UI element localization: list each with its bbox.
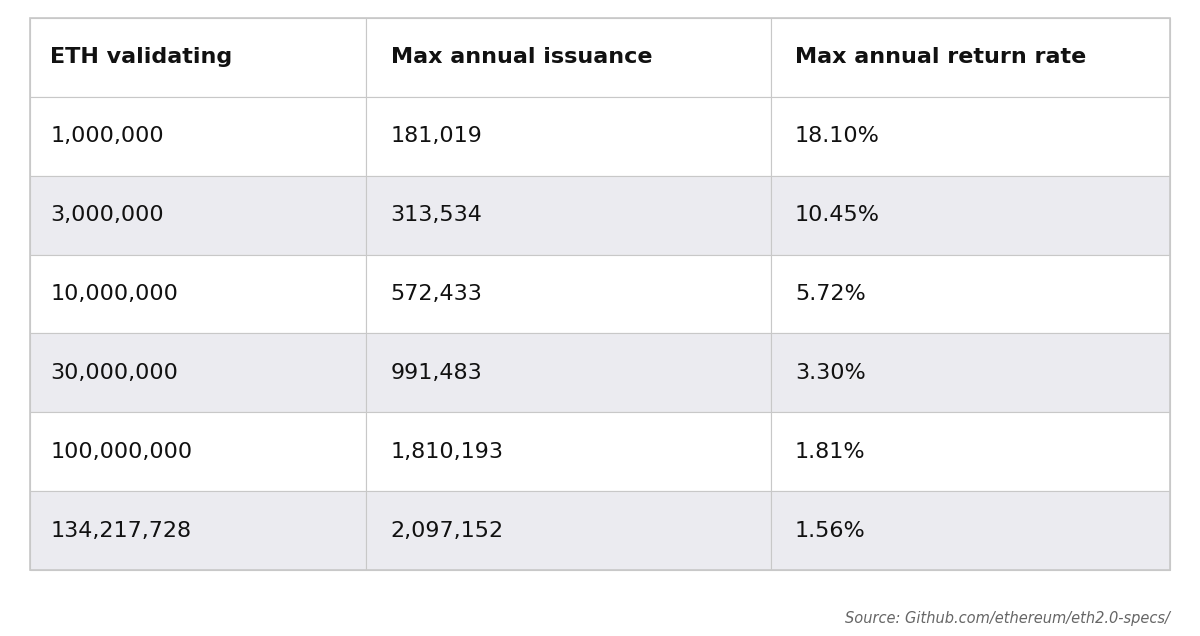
Bar (30, 176, 366, 254)
Bar (366, 333, 772, 412)
Text: 1,000,000: 1,000,000 (50, 127, 164, 146)
Text: ETH validating: ETH validating (50, 48, 233, 67)
Bar (30, 97, 366, 176)
Bar (366, 176, 772, 254)
Bar (772, 97, 1170, 176)
Text: Source: Github.com/ethereum/eth2.0-specs/: Source: Github.com/ethereum/eth2.0-specs… (845, 611, 1170, 625)
Bar (772, 491, 1170, 570)
Bar (366, 254, 772, 333)
Text: 2,097,152: 2,097,152 (390, 521, 504, 541)
Bar (366, 18, 772, 97)
Text: 10.45%: 10.45% (794, 205, 880, 225)
Bar (30, 254, 366, 333)
Bar (772, 333, 1170, 412)
Text: 1.81%: 1.81% (794, 442, 865, 462)
Text: 3,000,000: 3,000,000 (50, 205, 164, 225)
Bar (366, 412, 772, 491)
Text: 572,433: 572,433 (390, 284, 482, 304)
Text: 313,534: 313,534 (390, 205, 482, 225)
Text: 3.30%: 3.30% (794, 363, 865, 383)
Text: 1.56%: 1.56% (794, 521, 865, 541)
Text: 30,000,000: 30,000,000 (50, 363, 178, 383)
Bar (366, 97, 772, 176)
Text: 5.72%: 5.72% (794, 284, 865, 304)
Bar (366, 491, 772, 570)
Bar (772, 254, 1170, 333)
Text: 10,000,000: 10,000,000 (50, 284, 178, 304)
Text: 1,810,193: 1,810,193 (390, 442, 504, 462)
Text: Max annual issuance: Max annual issuance (390, 48, 652, 67)
Bar (30, 412, 366, 491)
Text: 18.10%: 18.10% (794, 127, 880, 146)
Text: Max annual return rate: Max annual return rate (794, 48, 1086, 67)
Text: 991,483: 991,483 (390, 363, 482, 383)
Bar (30, 18, 366, 97)
Text: 181,019: 181,019 (390, 127, 482, 146)
Bar (30, 18, 1170, 570)
Bar (772, 412, 1170, 491)
Bar (30, 333, 366, 412)
Bar (30, 491, 366, 570)
Bar (772, 176, 1170, 254)
Text: 100,000,000: 100,000,000 (50, 442, 192, 462)
Bar (772, 18, 1170, 97)
Text: 134,217,728: 134,217,728 (50, 521, 191, 541)
